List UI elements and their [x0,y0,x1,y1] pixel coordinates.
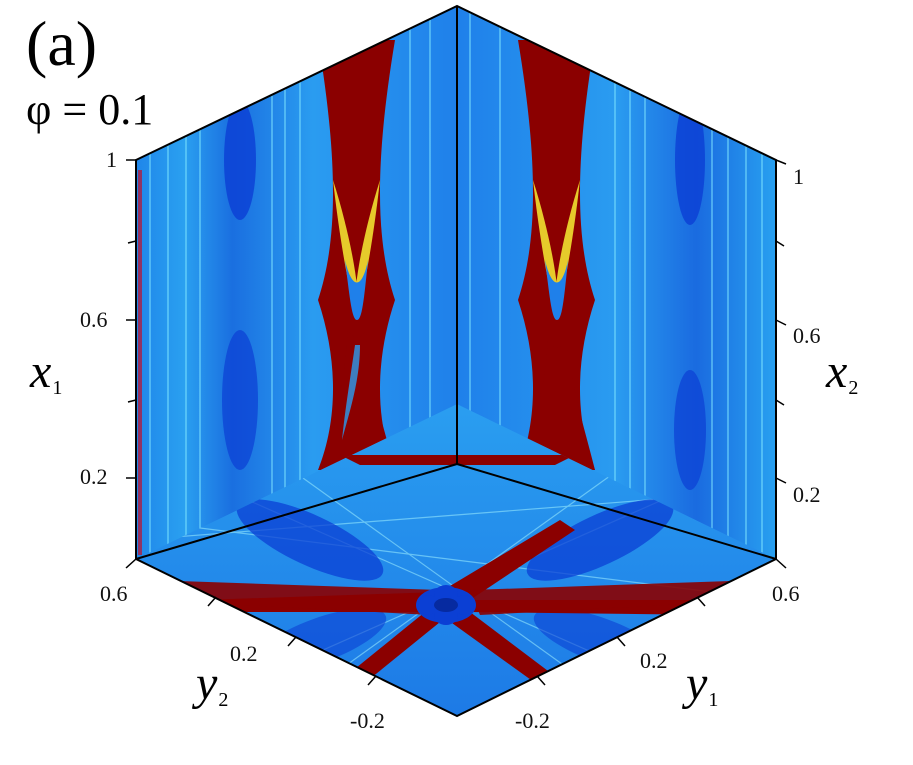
x1-tick-1: 1 [106,147,117,172]
x2-tick-0.6: 0.6 [793,323,821,348]
x1-tick-0.6: 0.6 [80,307,108,332]
tick-marks [125,159,787,686]
x2-axis-label: x2 [826,345,859,399]
y1-tick-0.2: 0.2 [640,648,668,673]
y2-tick-0.2: 0.2 [230,641,258,666]
y1-tick-neg0.2: -0.2 [515,708,550,733]
y1-tick-0.6: 0.6 [772,581,800,606]
x2-tick-0.2: 0.2 [793,482,821,507]
floor-face [136,404,776,716]
x1-tick-0.2: 0.2 [80,464,108,489]
y2-tick-0.6: 0.6 [100,581,128,606]
panel-label: (a) [26,8,98,79]
x1-axis-label: x1 [30,345,63,399]
x2-tick-1: 1 [793,164,804,189]
left-face [136,6,457,559]
y1-axis-label: y1 [686,657,719,711]
right-face [457,6,776,559]
parameter-label: φ = 0.1 [26,85,154,134]
y2-tick-neg0.2: -0.2 [350,708,385,733]
y2-axis-label: y2 [196,657,229,711]
